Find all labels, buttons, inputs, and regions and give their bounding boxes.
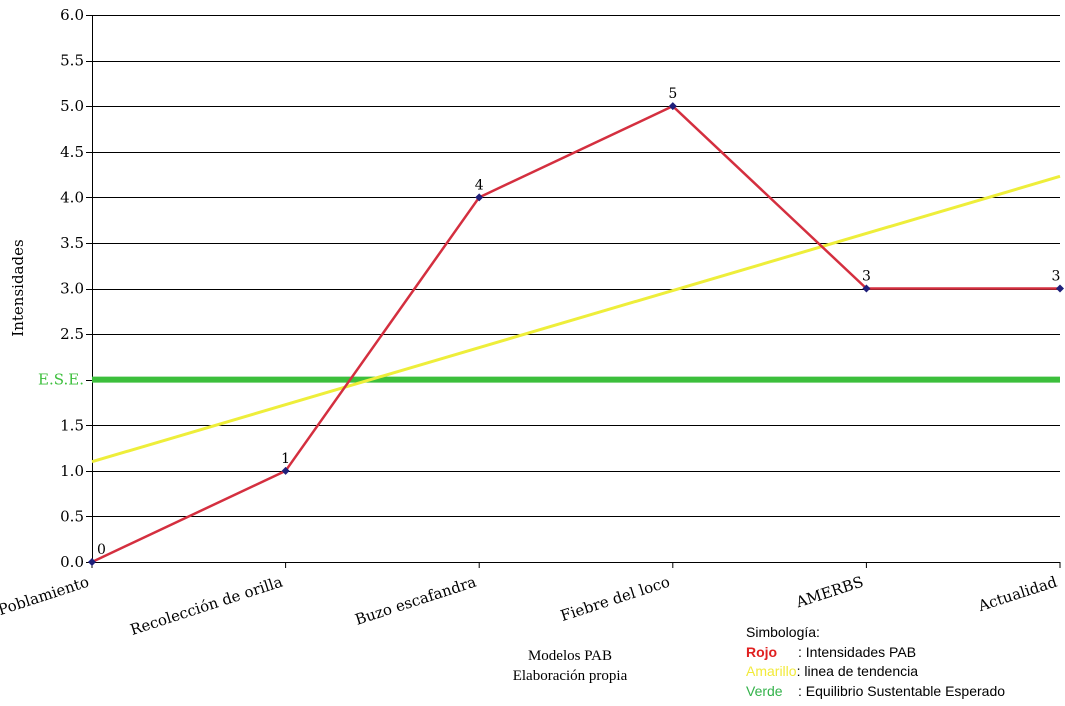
y-tick-label: 5.0 bbox=[60, 97, 84, 115]
data-label: 4 bbox=[475, 177, 484, 193]
data-point bbox=[88, 558, 96, 566]
axes bbox=[86, 15, 1061, 568]
data-point bbox=[281, 466, 290, 475]
y-tick-label: 0.0 bbox=[60, 553, 84, 571]
data-label: 1 bbox=[281, 451, 290, 467]
x-tick-label: Buzo escafandra bbox=[353, 573, 479, 629]
trendline bbox=[91, 174, 1061, 464]
reference-line-label: E.S.E. bbox=[38, 371, 84, 389]
legend: Simbología: Rojo : Intensidades PAB Amari… bbox=[746, 623, 1005, 701]
legend-key-red: Rojo bbox=[746, 643, 778, 660]
x-axis-label: Modelos PAB bbox=[527, 648, 613, 664]
y-tick-label: 4.5 bbox=[60, 143, 84, 161]
data-point bbox=[475, 193, 484, 202]
y-tick-label: 3.5 bbox=[60, 234, 84, 252]
y-tick-labels: 0.0 0.5 1.0 1.5 2.5 3.0 3.5 4.0 4.5 5.0 5.5 6.0 bbox=[60, 6, 84, 571]
legend-text-yellow: : linea de tendencia bbox=[796, 663, 919, 679]
data-label: 5 bbox=[668, 86, 677, 102]
source-note: Elaboración propia bbox=[512, 668, 628, 684]
y-tick-label: 0.5 bbox=[60, 507, 84, 525]
legend-title: Simbología: bbox=[746, 624, 820, 640]
x-axis-caption: Modelos PAB Elaboración propia bbox=[450, 646, 690, 686]
trendline-layer bbox=[91, 174, 1061, 464]
legend-key-yellow: Amarillo bbox=[746, 663, 797, 679]
series-layer bbox=[88, 102, 1064, 566]
x-tick-label: Actualidad bbox=[975, 573, 1060, 616]
y-tick-label: 1.0 bbox=[60, 462, 84, 480]
data-label-layer: 0 1 4 5 3 3 bbox=[97, 86, 1060, 558]
data-label: 0 bbox=[97, 542, 106, 558]
x-tick-label: Recolección de orilla bbox=[128, 573, 285, 639]
y-tick-label: 6.0 bbox=[60, 6, 84, 24]
series-line bbox=[91, 104, 1060, 564]
legend-item-green: Verde : Equilibrio Sustentable Esperado bbox=[746, 682, 1005, 702]
reference-line-layer: E.S.E. bbox=[38, 371, 1060, 389]
data-label: 3 bbox=[1052, 269, 1061, 285]
data-label: 3 bbox=[862, 269, 871, 285]
data-point bbox=[668, 102, 677, 111]
legend-key-green: Verde bbox=[746, 682, 783, 699]
y-tick-label: 1.5 bbox=[60, 416, 84, 434]
data-point bbox=[862, 284, 871, 293]
legend-text-green: : Equilibrio Sustentable Esperado bbox=[798, 682, 1006, 699]
data-point bbox=[1056, 284, 1064, 293]
legend-item-yellow: Amarillo: linea de tendencia bbox=[746, 662, 1005, 682]
legend-text-red: : Intensidades PAB bbox=[798, 643, 917, 660]
x-tick-label: AMERBS bbox=[793, 573, 866, 612]
y-tick-label: 5.5 bbox=[60, 52, 84, 70]
x-tick-label: Poblamiento bbox=[0, 573, 91, 619]
y-tick-label: 2.5 bbox=[60, 325, 84, 343]
y-axis-label: Intensidades bbox=[9, 239, 27, 336]
legend-item-red: Rojo : Intensidades PAB bbox=[746, 643, 1005, 663]
y-tick-label: 3.0 bbox=[60, 280, 84, 298]
x-tick-label: Fiebre del loco bbox=[558, 573, 672, 625]
y-tick-label: 4.0 bbox=[60, 188, 84, 206]
